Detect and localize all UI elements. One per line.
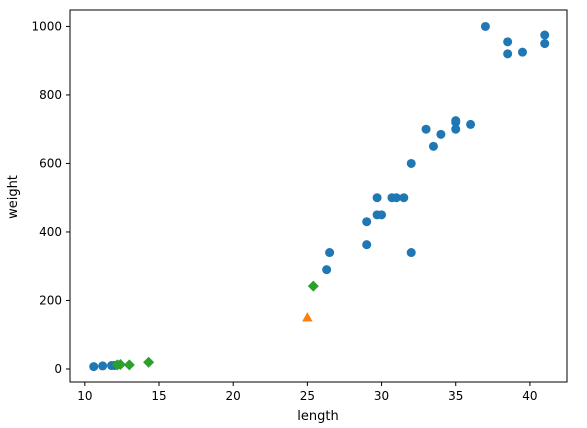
data-point-circle (325, 248, 335, 258)
y-tick-label: 0 (54, 362, 62, 376)
axes-frame (69, 9, 568, 383)
y-axis-label: weight (6, 175, 21, 219)
data-point-circle (451, 124, 461, 134)
x-tick-label: 25 (300, 389, 315, 403)
y-tick-label: 800 (39, 88, 62, 102)
x-tick-label: 15 (151, 389, 166, 403)
data-point-diamond (143, 356, 155, 368)
x-tick-label: 35 (448, 389, 463, 403)
plot-area-border (69, 9, 568, 383)
data-point-circle (451, 117, 461, 127)
data-point-circle (517, 47, 527, 57)
x-tick-label: 10 (77, 389, 92, 403)
x-axis-ticks: 10 15 20 25 30 35 40 (77, 382, 538, 403)
data-point-circle (421, 124, 431, 134)
x-tick-label: 30 (374, 389, 389, 403)
data-point-circle (406, 158, 416, 168)
data-point-circle (377, 210, 387, 220)
data-point-circle (89, 362, 99, 372)
data-point-circle (399, 193, 409, 203)
data-point-circle (480, 21, 490, 31)
data-point-diamond (123, 359, 135, 371)
x-tick-label: 40 (522, 389, 537, 403)
data-point-circle (98, 361, 108, 371)
y-axis-ticks: 0 200 400 600 800 1000 (31, 19, 70, 376)
data-point-circle (362, 217, 372, 227)
data-point-circle (540, 30, 550, 40)
y-tick-label: 1000 (31, 19, 62, 33)
data-point-triangle (302, 312, 313, 322)
y-tick-label: 200 (39, 293, 62, 307)
y-tick-label: 400 (39, 225, 62, 239)
data-point-circle (391, 193, 401, 203)
x-tick-label: 20 (226, 389, 241, 403)
y-tick-label: 600 (39, 156, 62, 170)
data-point-circle (322, 265, 332, 275)
data-point-circle (540, 39, 550, 49)
data-point-circle (503, 49, 513, 59)
data-point-circle (428, 141, 438, 151)
data-point-circle (362, 240, 372, 250)
data-point-diamond (307, 280, 319, 292)
data-points (89, 21, 550, 372)
data-point-circle (466, 119, 476, 129)
data-point-circle (406, 248, 416, 258)
data-point-circle (436, 129, 446, 139)
data-point-diamond (114, 359, 126, 371)
data-point-circle (372, 193, 382, 203)
data-point-circle (503, 37, 513, 47)
x-axis-label: length (297, 409, 338, 424)
